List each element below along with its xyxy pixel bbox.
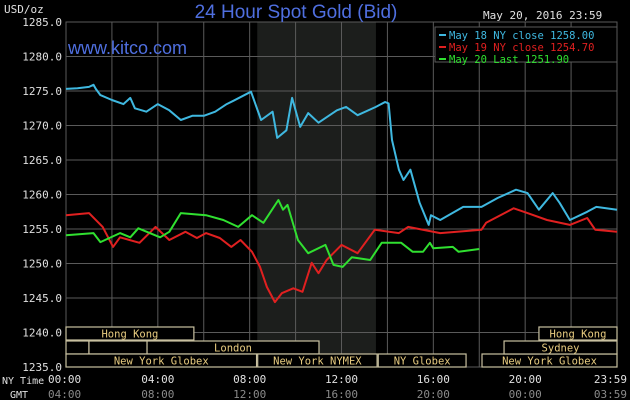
session-box <box>538 326 618 341</box>
y-tick-label: 1275.0 <box>22 85 62 98</box>
y-tick-label: 1245.0 <box>22 292 62 305</box>
series-line-2 <box>65 207 618 304</box>
session-box <box>88 340 148 355</box>
session-box <box>65 340 90 355</box>
session-box <box>65 326 195 341</box>
y-axis-label: USD/oz <box>4 3 44 16</box>
session-label: Hong Kong <box>550 329 607 341</box>
series-line-3 <box>65 199 480 268</box>
session-label: New York Globex <box>502 356 597 368</box>
y-tick-label: 1235.0 <box>22 361 62 374</box>
legend-entry: May 19 NY close 1254.70 <box>449 42 594 54</box>
x-tick-label-gmt: 04:00 <box>48 388 81 400</box>
x-tick-label-ny: 20:00 <box>509 373 542 386</box>
session-label: New York NYMEX <box>273 356 362 368</box>
x-tick-label-gmt: 20:00 <box>417 388 450 400</box>
y-tick-label: 1265.0 <box>22 154 62 167</box>
session-box <box>503 340 618 355</box>
x-tick-label-gmt: 08:00 <box>141 388 174 400</box>
session-label: Sydney <box>542 343 580 355</box>
session-box <box>65 353 258 368</box>
chart-title: 24 Hour Spot Gold (Bid) <box>195 2 398 23</box>
x-tick-label-ny: 04:00 <box>141 373 174 386</box>
x-row-label-gmt: GMT <box>10 390 28 400</box>
session-label: New York Globex <box>114 356 209 368</box>
y-tick-label: 1250.0 <box>22 258 62 271</box>
kitco-watermark: www.kitco.com <box>67 38 187 58</box>
session-label: Hong Kong <box>101 329 158 341</box>
x-tick-label-gmt: 16:00 <box>325 388 358 400</box>
session-box <box>377 353 467 368</box>
x-tick-label-ny: 00:00 <box>48 373 81 386</box>
y-tick-label: 1240.0 <box>22 327 62 340</box>
y-tick-label: 1280.0 <box>22 51 62 64</box>
y-tick-label: 1270.0 <box>22 120 62 133</box>
chart-timestamp: May 20, 2016 23:59 <box>483 9 602 22</box>
session-label: London <box>214 343 252 355</box>
x-tick-label-gmt: 03:59 <box>594 388 627 400</box>
y-tick-label: 1285.0 <box>22 16 62 29</box>
y-tick-label: 1255.0 <box>22 223 62 236</box>
series-line-1 <box>65 83 618 226</box>
x-tick-label-ny: 08:00 <box>233 373 266 386</box>
session-label: NY Globex <box>394 356 451 368</box>
y-tick-label: 1260.0 <box>22 189 62 202</box>
x-row-label-ny: NY Time <box>2 376 44 387</box>
legend-entry: May 18 NY close 1258.00 <box>449 30 594 42</box>
legend-entry: May 20 Last 1251.90 <box>449 54 569 66</box>
x-tick-label-ny: 12:00 <box>325 373 358 386</box>
x-tick-label-gmt: 12:00 <box>233 388 266 400</box>
session-box <box>257 353 378 368</box>
x-tick-label-gmt: 00:00 <box>509 388 542 400</box>
x-tick-label-ny: 16:00 <box>417 373 450 386</box>
x-tick-label-ny: 23:59 <box>594 373 627 386</box>
